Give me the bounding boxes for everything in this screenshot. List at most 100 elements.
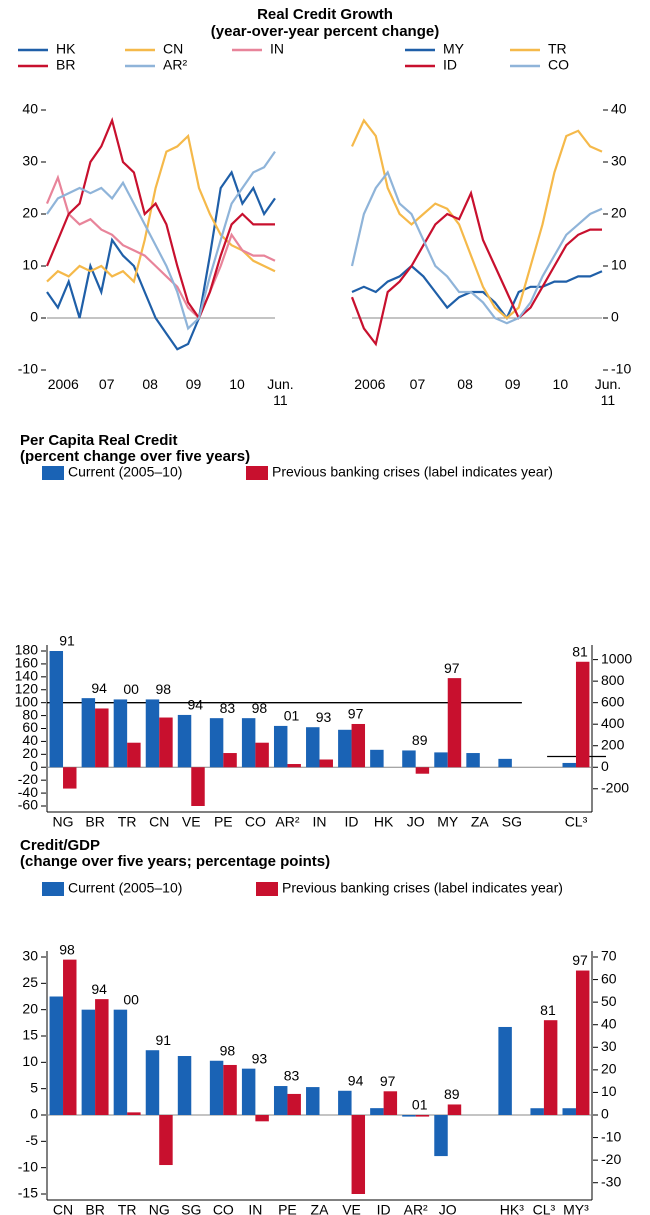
x-tick-label: ID xyxy=(377,1202,391,1215)
y2-tick-label: 800 xyxy=(601,672,625,688)
y2-tick-label: 50 xyxy=(601,993,617,1009)
bar xyxy=(498,758,512,768)
bar-label: 81 xyxy=(572,643,588,659)
bar xyxy=(223,753,237,768)
chart-title: Credit/GDP xyxy=(20,837,100,854)
bar-label: 83 xyxy=(220,700,236,716)
y2-tick-label: 1000 xyxy=(601,650,632,666)
bar xyxy=(95,999,109,1115)
bar xyxy=(113,1009,128,1115)
bar xyxy=(562,1108,576,1115)
bar xyxy=(127,1112,141,1115)
x-tick-label: JO xyxy=(407,814,425,830)
y2-tick-label: 30 xyxy=(601,1038,617,1054)
legend-swatch xyxy=(246,466,268,480)
y-tick-label: 80 xyxy=(22,706,38,722)
bar xyxy=(338,1090,352,1115)
bar xyxy=(338,729,352,768)
x-tick-label: CN xyxy=(53,1202,73,1215)
bar-label: 94 xyxy=(348,1072,364,1088)
bar-label: 81 xyxy=(540,1002,556,1018)
y2-tick-label: -20 xyxy=(601,1151,621,1167)
bar-label: 97 xyxy=(348,706,364,722)
x-tick-label: 07 xyxy=(409,376,426,392)
x-tick-label: HK xyxy=(374,814,394,830)
y2-tick-label: 20 xyxy=(601,1061,617,1077)
y-tick-label: 40 xyxy=(22,101,38,117)
y-tick-label: 60 xyxy=(22,719,38,735)
x-tick-label: MY xyxy=(437,814,459,830)
bar xyxy=(255,742,269,768)
bar xyxy=(447,678,462,768)
bar-label: 97 xyxy=(380,1073,396,1089)
x-tick-label: JO xyxy=(439,1202,457,1215)
x-tick-label: SG xyxy=(502,814,522,830)
bar xyxy=(81,698,96,768)
y-tick-label: 20 xyxy=(22,1000,38,1016)
y2-tick-label: 40 xyxy=(611,101,627,117)
line-series xyxy=(45,116,275,321)
bar xyxy=(562,762,576,768)
bar-label: 97 xyxy=(444,660,460,676)
y2-tick-label: 10 xyxy=(601,1083,617,1099)
chart-subtitle: (year-over-year percent change) xyxy=(211,23,439,40)
y-tick-label: 160 xyxy=(15,655,39,671)
y2-tick-label: 200 xyxy=(601,736,625,752)
bar-label: 89 xyxy=(412,732,428,748)
bar xyxy=(466,753,480,768)
y2-tick-label: 10 xyxy=(611,257,627,273)
x-tick-label: TR xyxy=(118,1202,137,1215)
x-tick-label: BR xyxy=(85,814,104,830)
bar xyxy=(575,970,590,1115)
bar xyxy=(543,1020,558,1115)
bar xyxy=(63,767,77,789)
x-tick-label: NG xyxy=(53,814,74,830)
y-tick-label: 0 xyxy=(30,758,38,774)
y-tick-label: 30 xyxy=(22,153,38,169)
bar xyxy=(177,1056,192,1115)
x-tick-label: ZA xyxy=(471,814,490,830)
bar xyxy=(63,959,77,1115)
line-series xyxy=(350,170,603,325)
bar-label: 94 xyxy=(188,697,204,713)
y2-tick-label: -200 xyxy=(601,779,629,795)
y2-tick-label: 20 xyxy=(611,205,627,221)
bar-label: 01 xyxy=(284,708,300,724)
bar xyxy=(49,651,64,768)
x-tick-label: VE xyxy=(182,814,201,830)
y-tick-label: -5 xyxy=(26,1132,39,1148)
line-series xyxy=(46,170,276,351)
legend-label: BR xyxy=(56,57,75,73)
y-tick-label: -15 xyxy=(18,1185,38,1201)
bar xyxy=(145,699,160,768)
legend-label: CN xyxy=(163,41,183,57)
y2-tick-label: 60 xyxy=(601,970,617,986)
bar xyxy=(145,1050,160,1115)
line-series xyxy=(351,264,603,321)
y2-tick-label: -10 xyxy=(611,361,631,377)
y2-tick-label: 70 xyxy=(601,948,617,964)
legend-swatch xyxy=(42,466,64,480)
x-tick-label: VE xyxy=(342,1202,361,1215)
y-tick-label: 0 xyxy=(30,309,38,325)
y2-tick-label: -10 xyxy=(601,1128,621,1144)
y-tick-label: 30 xyxy=(22,948,38,964)
y-tick-label: 120 xyxy=(15,680,39,696)
y-tick-label: 15 xyxy=(22,1027,38,1043)
y-tick-label: 0 xyxy=(30,1106,38,1122)
x-tick-label: 07 xyxy=(98,376,115,392)
bar xyxy=(159,1115,173,1166)
x-tick-label: PE xyxy=(278,1202,297,1215)
x-tick-label: 08 xyxy=(457,376,473,392)
y2-tick-label: 400 xyxy=(601,715,625,731)
bar-label: 01 xyxy=(412,1097,428,1113)
y-tick-label: -60 xyxy=(18,797,38,813)
bar xyxy=(81,1009,96,1115)
legend-label: Previous banking crises (label indicates… xyxy=(272,464,553,480)
bar xyxy=(241,718,256,768)
bar xyxy=(273,725,288,768)
bar xyxy=(223,1064,237,1115)
bar-label: 83 xyxy=(284,1068,300,1084)
bar xyxy=(402,1115,416,1117)
